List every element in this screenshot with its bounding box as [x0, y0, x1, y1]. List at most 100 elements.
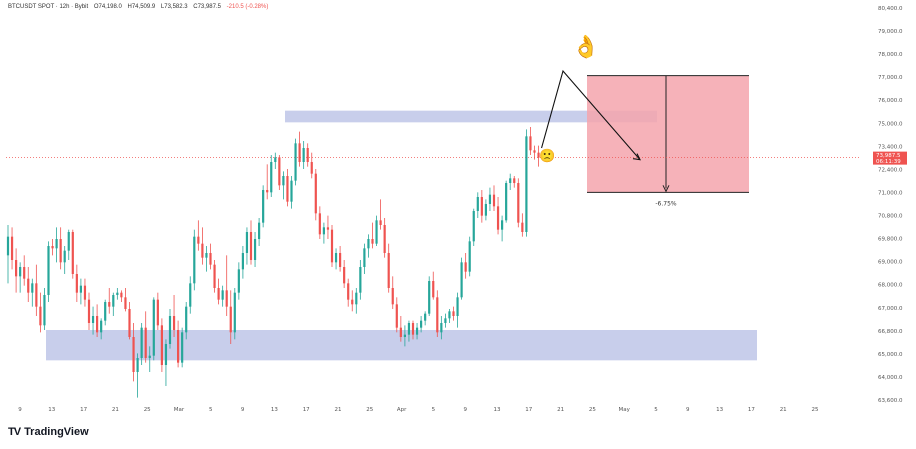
candle-body — [233, 292, 236, 333]
candle-body — [294, 143, 297, 181]
x-tick-label: 21 — [557, 407, 564, 413]
candle-body — [448, 311, 451, 319]
last-price-countdown: 06:11:39 — [876, 159, 901, 165]
y-tick-label: 65,000.0 — [878, 352, 903, 358]
candle-body — [334, 253, 338, 263]
candle-body — [351, 299, 354, 305]
candle-body — [43, 295, 46, 326]
low-value: L73,582.3 — [160, 4, 188, 10]
sad-face-emoji: 🙁 — [539, 148, 555, 163]
x-tick-label: 17 — [303, 407, 310, 413]
y-tick-label: 69,000.0 — [878, 260, 903, 266]
target-rect[interactable] — [587, 75, 749, 193]
candle-body — [160, 325, 163, 365]
candle-body — [496, 206, 500, 230]
candle-body — [278, 157, 281, 186]
candle-body — [480, 197, 483, 216]
y-tick-label: 75,000.0 — [878, 121, 903, 127]
x-tick-label: 9 — [463, 407, 467, 413]
candle-body — [156, 299, 159, 326]
candle-body — [209, 253, 212, 265]
candle-body — [310, 162, 313, 174]
candle-body — [148, 355, 151, 358]
candle-body — [521, 222, 524, 232]
y-tick-label: 79,000.0 — [878, 29, 903, 35]
time-axis[interactable]: 9 13 17 21 25 Mar 5 9 13 17 21 25 Apr 5 9 13 17 21 25 May 5 9… — [18, 407, 819, 413]
candle-body — [108, 302, 111, 307]
candle-body — [47, 246, 50, 295]
x-tick-label: 17 — [80, 407, 87, 413]
candle-body — [492, 194, 496, 207]
candle-body — [266, 190, 269, 193]
candle-body — [525, 136, 528, 232]
candle-body — [314, 173, 317, 214]
y-tick-label: 73,400.0 — [878, 144, 903, 150]
candle-body — [371, 239, 374, 244]
last-price-tag — [873, 151, 907, 165]
candle-body — [302, 148, 305, 162]
candle-body — [411, 323, 415, 335]
candle-body — [189, 283, 192, 307]
candle-body — [79, 285, 82, 293]
target-percent-label: -6.75% — [655, 200, 677, 207]
candle-body — [23, 267, 26, 279]
candle-body — [104, 302, 107, 321]
tradingview-brand[interactable]: TV TradingView — [8, 426, 89, 438]
y-tick-label: 78,000.0 — [878, 52, 903, 58]
candle-body — [395, 304, 398, 328]
candle-body — [19, 267, 22, 277]
target-box[interactable] — [587, 75, 749, 193]
candle-body — [241, 253, 244, 270]
candle-body — [193, 236, 196, 284]
x-tick-label: 9 — [18, 407, 22, 413]
candle-body — [420, 320, 423, 328]
candle-body — [379, 220, 382, 225]
candle-body — [51, 246, 54, 249]
candle-body — [31, 283, 34, 293]
candle-body — [274, 157, 277, 162]
candle-body — [152, 299, 155, 356]
candle-body — [290, 180, 293, 202]
candle-body — [164, 344, 168, 365]
x-tick-label: 13 — [48, 407, 55, 413]
candle-body — [39, 306, 42, 326]
candle-body — [322, 227, 325, 235]
high-value: H74,509.9 — [127, 4, 156, 10]
projection-path[interactable] — [541, 69, 641, 161]
x-tick-label: 9 — [686, 407, 690, 413]
symbol-name[interactable]: BTCUSDT SPOT · 12h · Bybit — [8, 4, 89, 10]
resistance-zone[interactable] — [285, 110, 657, 123]
price-axis[interactable]: 80,400.0 79,000.0 78,000.0 77,000.0 76,000.0… — [873, 6, 907, 404]
y-tick-label: 71,000.0 — [878, 190, 903, 196]
y-tick-label: 80,400.0 — [878, 6, 903, 12]
candle-body — [428, 281, 431, 314]
y-tick-label: 72,400.0 — [878, 167, 903, 173]
candle-body — [375, 220, 378, 244]
x-tick-label: 5 — [654, 407, 658, 413]
candle-body — [249, 232, 253, 260]
candle-body — [363, 248, 366, 267]
candle-body — [87, 299, 91, 323]
open-value: O74,198.0 — [93, 4, 122, 10]
candle-body — [472, 211, 475, 242]
candle-body — [424, 313, 427, 321]
candle-body — [367, 239, 370, 249]
x-tick-label: 17 — [525, 407, 532, 413]
x-tick-label: 9 — [241, 407, 245, 413]
y-tick-label: 66,800.0 — [878, 329, 903, 335]
x-tick-label: 25 — [366, 407, 373, 413]
close-value: C73,987.5 — [193, 4, 221, 10]
candle-body — [221, 290, 224, 300]
candle-body — [383, 225, 386, 253]
candle-body — [517, 183, 520, 223]
candle-body — [96, 316, 99, 333]
candle-body — [484, 204, 487, 216]
symbol-header[interactable]: BTCUSDT SPOT · 12h · Bybit O74,198.0 H74… — [8, 4, 272, 10]
candle-body — [460, 262, 463, 298]
candle-body — [399, 327, 402, 337]
target-arrow-head-icon — [662, 185, 670, 193]
x-tick-label: 13 — [716, 407, 723, 413]
candle-body — [205, 253, 208, 258]
candle-body — [116, 292, 119, 295]
